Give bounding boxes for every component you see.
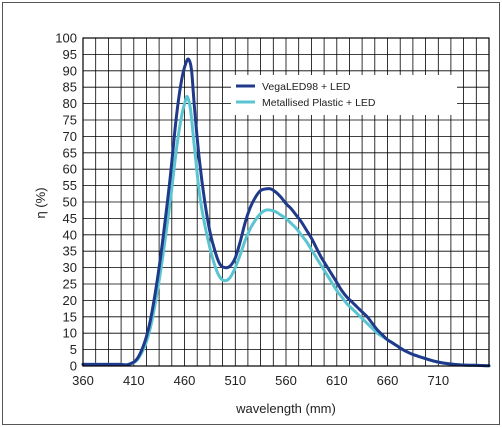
- legend-label-vegaled98: VegaLED98 + LED: [262, 81, 351, 93]
- x-tick-label: 660: [377, 373, 399, 388]
- series-lines: [81, 57, 491, 368]
- y-tick-label: 20: [63, 293, 77, 308]
- y-tick-label: 80: [63, 96, 77, 111]
- y-tick-label: 100: [55, 31, 77, 46]
- y-tick-label: 90: [63, 63, 77, 78]
- y-tick-label: 60: [63, 162, 77, 177]
- y-tick-label: 70: [63, 129, 77, 144]
- x-axis-title: wavelength (mm): [235, 401, 336, 416]
- y-tick-label: 85: [63, 80, 77, 95]
- y-tick-label: 5: [70, 342, 77, 357]
- y-tick-label: 65: [63, 145, 77, 160]
- y-tick-label: 95: [63, 47, 77, 62]
- x-tick-label: 560: [275, 373, 297, 388]
- legend-label-metallised-plastic: Metallised Plastic + LED: [262, 97, 376, 109]
- legend-background: [231, 75, 457, 115]
- y-tick-label: 15: [63, 309, 77, 324]
- y-tick-label: 50: [63, 195, 77, 210]
- y-tick-label: 30: [63, 260, 77, 275]
- legend: VegaLED98 + LED Metallised Plastic + LED: [231, 75, 457, 115]
- series-line-vegaled98: [81, 57, 491, 368]
- tick-labels: 0510152025303540455055606570758085909510…: [55, 31, 449, 389]
- y-axis-title: η (%): [33, 187, 48, 218]
- x-tick-label: 710: [427, 373, 449, 388]
- x-tick-label: 510: [224, 373, 246, 388]
- x-tick-label: 410: [123, 373, 145, 388]
- y-tick-label: 0: [70, 359, 77, 374]
- y-tick-label: 10: [63, 326, 77, 341]
- x-tick-label: 610: [326, 373, 348, 388]
- plot-area-frame: [82, 37, 490, 367]
- x-tick-label: 360: [72, 373, 94, 388]
- y-tick-label: 25: [63, 277, 77, 292]
- x-tick-label: 460: [174, 373, 196, 388]
- y-tick-label: 40: [63, 227, 77, 242]
- y-tick-label: 35: [63, 244, 77, 259]
- y-tick-label: 75: [63, 113, 77, 128]
- y-tick-label: 45: [63, 211, 77, 226]
- y-tick-label: 55: [63, 178, 77, 193]
